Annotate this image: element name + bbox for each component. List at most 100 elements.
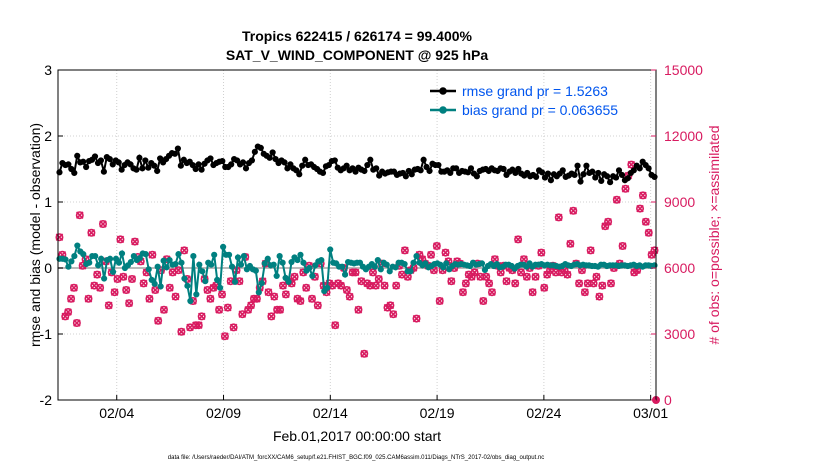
obs-marker xyxy=(180,246,189,255)
obs-assimilated-mark xyxy=(380,281,389,290)
bias-point xyxy=(410,259,417,266)
obs-assimilated-mark xyxy=(302,284,310,292)
bias-point xyxy=(371,263,378,270)
obs-marker xyxy=(604,217,613,226)
obs-assimilated-mark xyxy=(647,251,656,259)
obs-marker xyxy=(485,279,494,288)
bias-point xyxy=(356,259,364,266)
obs-marker xyxy=(566,239,575,248)
y-tick-label: 2 xyxy=(44,128,52,144)
rmse-point xyxy=(373,165,380,172)
x-tick-label: 02/09 xyxy=(206,405,241,421)
obs-assimilated-mark xyxy=(165,284,174,292)
obs-assimilated-mark xyxy=(404,273,412,281)
obs-assimilated-mark xyxy=(528,288,537,296)
rmse-point xyxy=(331,157,338,164)
rmse-point xyxy=(80,158,87,165)
bias-point xyxy=(199,268,206,275)
rmse-point xyxy=(74,152,81,159)
chart-title: Tropics 622415 / 626174 = 99.400% xyxy=(242,28,473,44)
obs-marker xyxy=(206,294,215,303)
obs-marker xyxy=(267,312,276,321)
obs-marker xyxy=(87,228,96,237)
obs-possible-marker xyxy=(264,288,273,297)
obs-possible-marker xyxy=(72,318,81,327)
obs-possible-marker xyxy=(400,246,409,255)
obs-possible-marker xyxy=(563,270,572,279)
obs-assimilated-mark xyxy=(369,268,377,277)
rmse-point xyxy=(464,169,472,176)
obs-assimilated-mark xyxy=(520,255,528,263)
bias-point xyxy=(401,260,408,268)
rmse-point xyxy=(145,164,152,171)
bias-point xyxy=(309,272,316,280)
bias-point xyxy=(273,272,280,280)
bias-point xyxy=(112,255,120,262)
rmse-point xyxy=(207,155,214,162)
rmse-point xyxy=(624,175,631,182)
obs-marker xyxy=(537,248,546,257)
obs-marker xyxy=(194,321,203,330)
obs-assimilated-mark xyxy=(575,279,583,288)
obs-assimilated-mark xyxy=(308,295,316,303)
obs-assimilated-mark xyxy=(581,288,589,296)
obs-possible-marker xyxy=(278,281,287,290)
obs-marker xyxy=(502,277,511,286)
obs-marker xyxy=(368,268,377,277)
legend: rmse grand pr = 1.5263 bias grand pr = 0… xyxy=(430,83,618,118)
rmse-point xyxy=(266,154,273,161)
bias-point xyxy=(181,275,188,282)
obs-possible-marker xyxy=(302,283,311,292)
obs-marker xyxy=(514,235,523,244)
obs-marker xyxy=(264,288,273,297)
rmse-point xyxy=(281,159,288,166)
rmse-point xyxy=(127,161,134,168)
obs-assimilated-mark xyxy=(485,279,493,288)
bias-point xyxy=(202,278,209,285)
obs-marker xyxy=(270,292,279,301)
obs-possible-marker xyxy=(580,288,589,297)
obs-possible-marker xyxy=(154,316,163,325)
obs-assimilated-mark xyxy=(122,286,130,294)
obs-assimilated-mark xyxy=(360,350,369,358)
bias-point xyxy=(175,251,182,258)
obs-assimilated-mark xyxy=(180,246,189,255)
rmse-point xyxy=(618,171,626,179)
bias-point xyxy=(440,264,447,271)
obs-assimilated-mark xyxy=(543,270,551,279)
obs-possible-marker xyxy=(487,288,496,297)
bias-point xyxy=(127,258,134,266)
y2-tick-label: 12000 xyxy=(664,128,703,144)
bias-point xyxy=(481,266,489,274)
bias-point xyxy=(184,282,191,289)
obs-marker xyxy=(177,327,186,336)
rmse-point xyxy=(583,162,590,169)
legend-rmse-marker xyxy=(439,87,447,95)
obs-possible-marker xyxy=(75,211,84,220)
obs-marker xyxy=(308,294,317,303)
obs-marker xyxy=(130,237,139,246)
obs-assimilated-mark xyxy=(488,288,496,296)
obs-possible-marker xyxy=(165,283,174,292)
obs-marker xyxy=(592,272,601,281)
obs-assimilated-mark xyxy=(554,213,563,222)
obs-possible-marker xyxy=(604,217,613,226)
bias-point xyxy=(255,289,262,296)
bias-point xyxy=(258,280,265,287)
obs-assimilated-mark xyxy=(224,303,232,312)
obs-possible-marker xyxy=(180,246,189,255)
obs-assimilated-mark xyxy=(160,306,168,314)
obs-marker xyxy=(116,235,125,244)
obs-possible-marker xyxy=(139,279,148,288)
obs-possible-marker xyxy=(522,272,531,281)
bias-point xyxy=(261,260,268,267)
rmse-point xyxy=(118,166,125,173)
obs-possible-marker xyxy=(116,235,125,244)
rmse-point xyxy=(97,157,105,164)
obs-possible-marker xyxy=(479,296,488,305)
y-tick-label: -2 xyxy=(40,392,53,408)
obs-assimilated-mark xyxy=(110,288,119,296)
obs-assimilated-mark xyxy=(90,281,99,290)
